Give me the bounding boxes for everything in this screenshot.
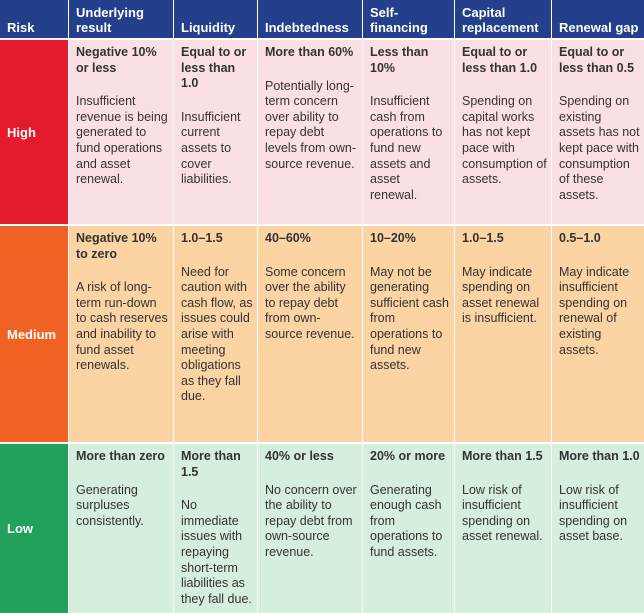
- threshold-value: Negative 10% or less: [76, 45, 157, 75]
- description-text: May indicate insufficient spending on re…: [559, 264, 630, 357]
- header-self-financing: Self-financing: [362, 0, 454, 38]
- header-row: Risk Underlying result Liquidity Indebte…: [0, 0, 644, 38]
- description-text: Generating enough cash from operations t…: [370, 482, 443, 559]
- threshold-value: 40–60%: [265, 231, 311, 245]
- risk-label-high: High: [0, 38, 68, 224]
- risk-label-medium: Medium: [0, 224, 68, 442]
- description-text: May not be generating sufficient cash fr…: [370, 264, 449, 373]
- table-cell: Equal to or less than 1.0 Insufficient cu…: [173, 38, 257, 224]
- description-text: No concern over the ability to repay deb…: [265, 482, 357, 559]
- threshold-value: 1.0–1.5: [181, 231, 223, 245]
- threshold-value: More than zero: [76, 449, 165, 463]
- table-cell: Less than 10% Insufficient cash from oper…: [362, 38, 454, 224]
- threshold-value: 40% or less: [265, 449, 334, 463]
- table-cell: More than 1.5 Low risk of insufficient sp…: [454, 442, 551, 613]
- table-cell: 0.5–1.0 May indicate insufficient spendin…: [551, 224, 644, 442]
- threshold-value: Equal to or less than 0.5: [559, 45, 635, 75]
- table-cell: Negative 10% or less Insufficient revenue…: [68, 38, 173, 224]
- threshold-value: Equal to or less than 1.0: [462, 45, 538, 75]
- table-cell: Equal to or less than 0.5 Spending on exi…: [551, 38, 644, 224]
- risk-row-medium: Medium Negative 10% to zero A risk of lon…: [0, 224, 644, 442]
- header-capital-replacement: Capital replacement: [454, 0, 551, 38]
- table-cell: 40% or less No concern over the ability t…: [257, 442, 362, 613]
- description-text: Insufficient revenue is being generated …: [76, 94, 168, 187]
- description-text: Potentially long-term concern over abili…: [265, 78, 356, 171]
- threshold-value: 20% or more: [370, 449, 446, 463]
- description-text: Spending on existing assets has not kept…: [559, 94, 640, 202]
- table-cell: More than 60% Potentially long-term conce…: [257, 38, 362, 224]
- risk-label-low: Low: [0, 442, 68, 613]
- description-text: Spending on capital works has not kept p…: [462, 94, 547, 187]
- threshold-value: Less than 10%: [370, 45, 429, 75]
- description-text: Some concern over the ability to repay d…: [265, 264, 355, 341]
- table-cell: 20% or more Generating enough cash from o…: [362, 442, 454, 613]
- threshold-value: More than 60%: [265, 45, 354, 59]
- risk-row-high: High Negative 10% or less Insufficient re…: [0, 38, 644, 224]
- threshold-value: 10–20%: [370, 231, 416, 245]
- description-text: Insufficient current assets to cover lia…: [181, 109, 241, 187]
- table-cell: More than zero Generating surpluses consi…: [68, 442, 173, 613]
- description-text: Need for caution with cash flow, as issu…: [181, 264, 253, 404]
- description-text: No immediate issues with repaying short-…: [181, 498, 252, 606]
- table-cell: 1.0–1.5 Need for caution with cash flow, …: [173, 224, 257, 442]
- header-risk: Risk: [0, 0, 68, 38]
- description-text: Insufficient cash from operations to fun…: [370, 94, 443, 202]
- table-cell: More than 1.0 Low risk of insufficient sp…: [551, 442, 644, 613]
- table-cell: 40–60% Some concern over the ability to r…: [257, 224, 362, 442]
- table-cell: More than 1.5 No immediate issues with re…: [173, 442, 257, 613]
- description-text: Low risk of insufficient spending on ass…: [462, 482, 543, 544]
- table-cell: Equal to or less than 1.0 Spending on cap…: [454, 38, 551, 224]
- description-text: May indicate spending on asset renewal i…: [462, 264, 540, 326]
- threshold-value: 1.0–1.5: [462, 231, 504, 245]
- threshold-value: More than 1.0: [559, 449, 640, 463]
- table-cell: 10–20% May not be generating sufficient c…: [362, 224, 454, 442]
- threshold-value: More than 1.5: [462, 449, 543, 463]
- table-cell: 1.0–1.5 May indicate spending on asset re…: [454, 224, 551, 442]
- threshold-value: More than 1.5: [181, 449, 241, 479]
- threshold-value: Equal to or less than 1.0: [181, 45, 247, 91]
- header-liquidity: Liquidity: [173, 0, 257, 38]
- description-text: Generating surpluses consistently.: [76, 482, 144, 528]
- threshold-value: 0.5–1.0: [559, 231, 601, 245]
- header-indebtedness: Indebtedness: [257, 0, 362, 38]
- risk-row-low: Low More than zero Generating surpluses c…: [0, 442, 644, 613]
- header-renewal-gap: Renewal gap: [551, 0, 644, 38]
- header-underlying-result: Underlying result: [68, 0, 173, 38]
- description-text: A risk of long-term run-down to cash res…: [76, 280, 168, 373]
- threshold-value: Negative 10% to zero: [76, 231, 157, 261]
- description-text: Low risk of insufficient spending on ass…: [559, 482, 628, 544]
- table-cell: Negative 10% to zero A risk of long-term …: [68, 224, 173, 442]
